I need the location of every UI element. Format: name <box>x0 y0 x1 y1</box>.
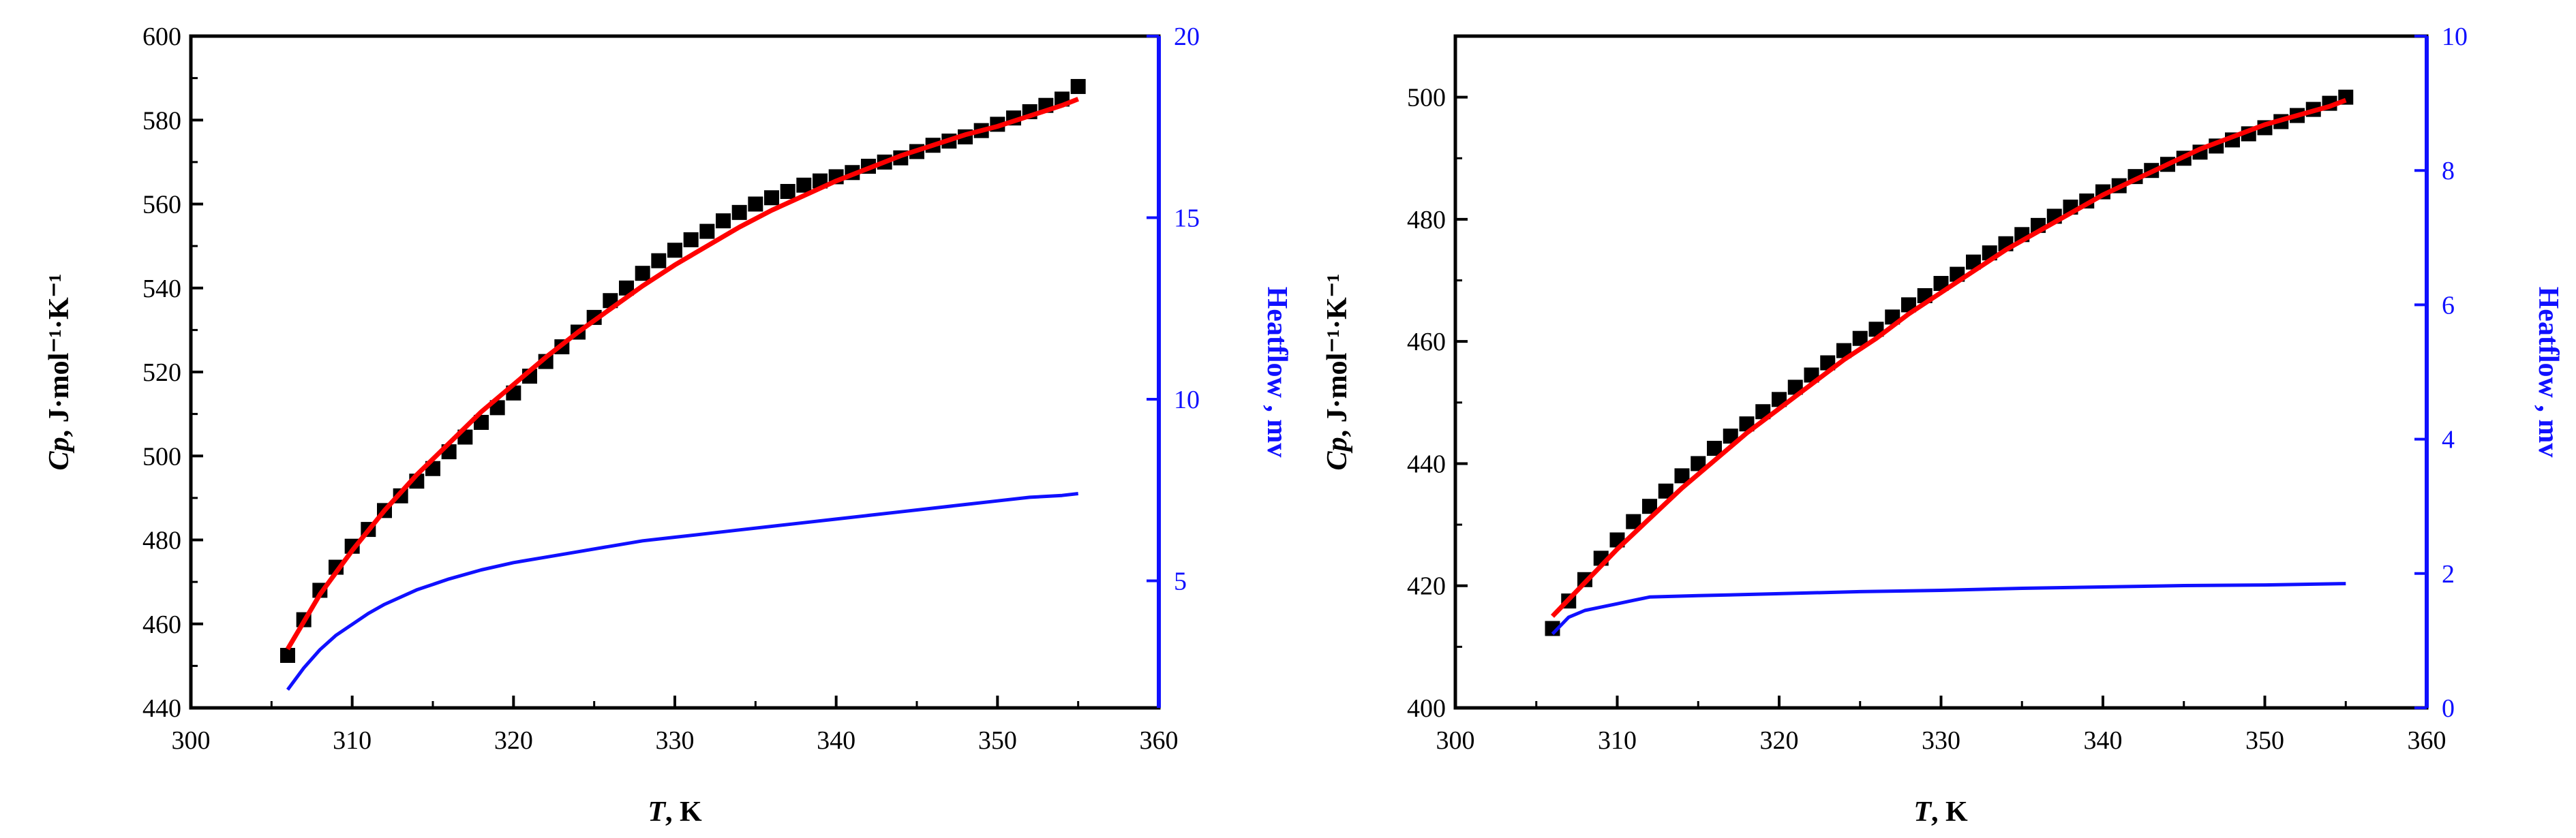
left-ylabel-rest: , J·mol⁻¹·K⁻¹ <box>44 274 75 437</box>
left-y-axis: 440 460 480 500 520 540 560 580 600 <box>142 22 203 723</box>
right-y2-tick-label: 0 <box>2442 694 2455 723</box>
right-data-point <box>1674 468 1690 484</box>
left-x-axis-label: T, K <box>648 796 702 828</box>
left-y-tick-label: 440 <box>142 694 181 723</box>
left-x-tick-label: 300 <box>172 726 211 755</box>
right-data-point <box>1642 499 1657 514</box>
left-y-tick-label: 480 <box>142 527 181 555</box>
right-x-tick-label: 300 <box>1436 726 1475 755</box>
right-y2-tick-label: 8 <box>2442 157 2455 185</box>
left-y-axis-label: Cp, J·mol⁻¹·K⁻¹ <box>44 274 75 471</box>
right-y2-tick-label: 10 <box>2442 22 2468 51</box>
left-x-tick-label: 340 <box>817 726 855 755</box>
left-y2-tick-label: 20 <box>1174 22 1200 51</box>
right-y-tick-label: 420 <box>1407 572 1446 601</box>
right-x-axis: 300 310 320 330 340 350 360 <box>1436 696 2446 755</box>
right-heatflow-line <box>1551 582 2346 636</box>
left-y-tick-label: 560 <box>142 191 181 219</box>
left-y-tick-label: 500 <box>142 442 181 471</box>
left-data-point <box>651 253 667 268</box>
right-y2-axis: 0 2 4 6 8 10 <box>2414 22 2468 723</box>
right-data-point <box>1658 483 1673 499</box>
right-series <box>1545 89 2354 636</box>
right-x-axis-label: T, K <box>1913 796 1968 828</box>
right-data-point <box>1723 429 1738 444</box>
right-xlabel-italic: T <box>1913 796 1933 828</box>
left-x-tick-label: 360 <box>1140 726 1179 755</box>
left-x-tick-label: 320 <box>494 726 533 755</box>
left-data-point <box>699 223 715 239</box>
left-y-tick-label: 460 <box>142 610 181 639</box>
right-xlabel-rest: , K <box>1931 796 1968 828</box>
left-data-point <box>667 243 682 258</box>
left-y2-axis-label: Heatflow , mv <box>1261 287 1292 458</box>
left-data-point <box>683 232 699 247</box>
left-series <box>280 78 1086 691</box>
right-x-tick-label: 310 <box>1598 726 1637 755</box>
right-x-tick-label: 340 <box>2084 726 2123 755</box>
left-y2-axis: 5 10 15 20 <box>1147 22 1200 708</box>
right-x-tick-label: 360 <box>2408 726 2446 755</box>
left-y2-tick-label: 5 <box>1174 567 1187 595</box>
left-ylabel-italic: Cp <box>44 437 75 470</box>
right-y2-tick-label: 2 <box>2442 560 2455 589</box>
right-data-point <box>1852 330 1868 346</box>
right-data-point <box>1626 514 1641 529</box>
left-y2-tick-label: 15 <box>1174 204 1200 232</box>
left-fit-line <box>285 97 1079 651</box>
right-y2-axis-label: Heatflow , mv <box>2532 287 2564 458</box>
right-data-point <box>1836 343 1851 358</box>
left-x-tick-label: 310 <box>333 726 372 755</box>
left-data-point <box>748 196 763 212</box>
right-data-point <box>1901 297 1916 313</box>
right-data-point <box>1966 254 1981 270</box>
right-x-tick-label: 350 <box>2245 726 2284 755</box>
left-plot-frame <box>189 34 1161 710</box>
right-data-point <box>1707 441 1722 456</box>
left-heatflow-line <box>286 492 1078 691</box>
left-y-tick-label: 520 <box>142 358 181 387</box>
right-y-tick-label: 500 <box>1407 84 1446 112</box>
left-y2-tick-label: 10 <box>1174 386 1200 414</box>
right-x-tick-label: 320 <box>1760 726 1799 755</box>
left-data-point <box>635 266 650 281</box>
left-data-point <box>780 184 795 200</box>
left-x-tick-label: 350 <box>978 726 1017 755</box>
right-data-point <box>1933 276 1949 292</box>
right-y-tick-label: 460 <box>1407 328 1446 356</box>
left-y-tick-label: 600 <box>142 22 181 51</box>
right-y-tick-label: 400 <box>1407 694 1446 723</box>
right-x-tick-label: 330 <box>1922 726 1960 755</box>
left-data-point <box>1070 78 1086 94</box>
left-data-point <box>731 204 747 220</box>
left-xlabel-rest: , K <box>665 796 702 828</box>
right-data-point <box>1691 456 1706 471</box>
right-y-tick-label: 480 <box>1407 206 1446 234</box>
right-y2-tick-label: 6 <box>2442 291 2455 320</box>
left-x-axis: 300 310 320 330 340 350 360 <box>172 696 1179 755</box>
left-data-point <box>764 190 779 206</box>
left-data-point <box>796 177 812 193</box>
right-y-tick-label: 440 <box>1407 450 1446 478</box>
right-y2-tick-label: 4 <box>2442 426 2455 454</box>
right-ylabel-rest: , J·mol⁻¹·K⁻¹ <box>1322 274 1353 437</box>
left-data-point <box>280 647 295 663</box>
left-data-point <box>619 280 634 296</box>
left-xlabel-italic: T <box>648 796 667 828</box>
right-ylabel-italic: Cp <box>1322 437 1353 470</box>
right-fit-line <box>1550 97 2347 618</box>
right-y-axis-label: Cp, J·mol⁻¹·K⁻¹ <box>1322 274 1353 471</box>
left-x-tick-label: 330 <box>656 726 695 755</box>
left-data-point <box>716 213 731 229</box>
left-y-tick-label: 580 <box>142 106 181 135</box>
right-y-axis: 400 420 440 460 480 500 <box>1407 84 1468 723</box>
left-y-tick-label: 540 <box>142 275 181 303</box>
